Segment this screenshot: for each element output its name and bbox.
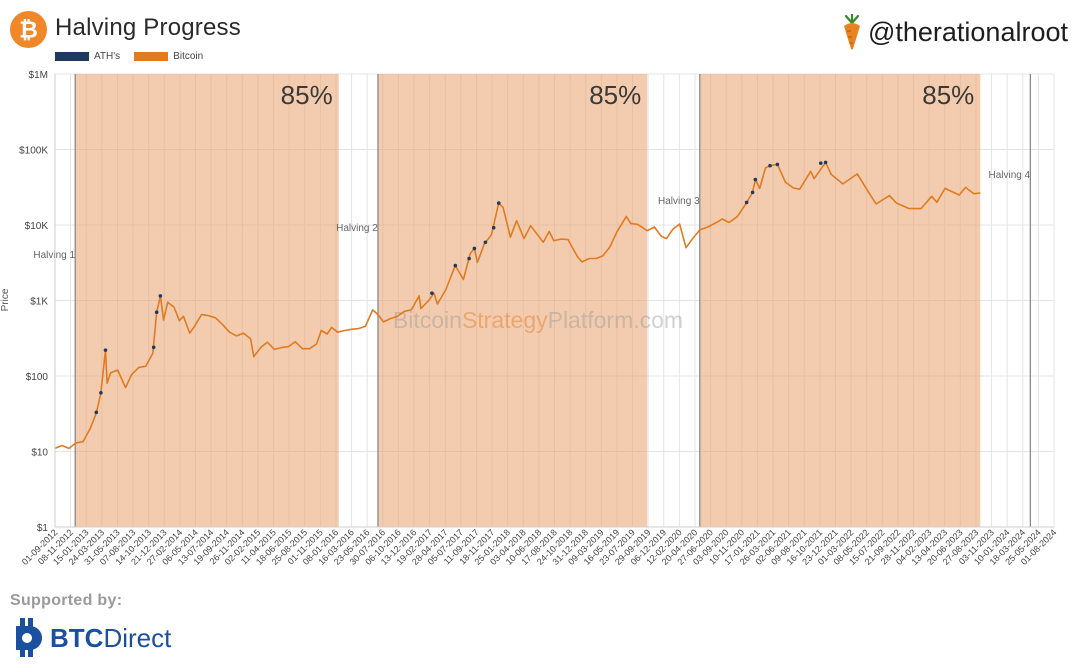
y-tick-label: $1M [29, 70, 48, 81]
bitcoin-price-line [54, 161, 981, 450]
y-tick-label: $1K [30, 297, 48, 308]
band-progress-label: 85% [589, 80, 641, 110]
ath-point [823, 160, 828, 165]
legend-swatch-bitcoin [134, 52, 169, 61]
ath-point [775, 162, 780, 167]
sponsor-name: BTCDirect [50, 623, 171, 654]
legend-item-bitcoin[interactable]: Bitcoin [134, 51, 203, 62]
ath-point [768, 163, 772, 168]
sponsor-logo[interactable]: BTCDirect [10, 618, 171, 658]
watermark-part3: Platform [548, 307, 634, 333]
svg-text:₿: ₿ [19, 18, 38, 44]
y-tick-label: $10K [25, 221, 49, 232]
legend-swatch-aths [55, 52, 89, 61]
carrot-icon [843, 14, 860, 50]
series-layer [54, 160, 981, 450]
ath-point [103, 348, 108, 352]
sponsor-name-bold: BTC [50, 622, 104, 653]
handle-text: @therationalroot [867, 16, 1068, 47]
ath-point [483, 240, 488, 245]
band-progress-label: 85% [922, 80, 974, 110]
bitcoin-logo-icon: ₿ [10, 11, 47, 48]
y-tick-label: $10 [31, 448, 48, 459]
ath-point [154, 310, 159, 314]
ath-point [151, 345, 156, 350]
ath-point [94, 410, 99, 415]
supported-by-label: Supported by: [10, 592, 123, 609]
progress-bands-layer: 85% 85% 85% [75, 74, 981, 527]
y-tick-label: $1 [37, 523, 49, 534]
ath-point [467, 256, 471, 261]
legend-item-aths[interactable]: ATH's [55, 51, 120, 62]
ath-point [491, 225, 496, 230]
halving-label: Halving 3 [658, 196, 700, 207]
ath-point [99, 390, 103, 395]
ath-point [496, 201, 501, 205]
legend-label-bitcoin: Bitcoin [173, 51, 204, 62]
author-handle: @therationalroot [842, 14, 1068, 50]
halving-lines-layer: Halving 1 Halving 2 Halving 3 Halving 4 [33, 74, 1032, 527]
watermark-part1: Bitcoin [393, 307, 462, 333]
y-tick-label: $100 [26, 372, 49, 383]
ath-point [753, 177, 758, 182]
watermark-part2: Strategy [462, 307, 548, 333]
sponsor-name-rest: Direct [103, 622, 172, 653]
chart-title: Halving Progress [55, 14, 241, 41]
y-axis-label: Price [0, 288, 11, 311]
halving-progress-band [377, 74, 648, 527]
halving-progress-band [699, 74, 981, 527]
ath-point [744, 200, 749, 205]
ath-point [750, 190, 755, 195]
band-progress-label: 85% [281, 80, 333, 110]
legend-label-aths: ATH's [94, 51, 121, 62]
ath-point [430, 291, 434, 295]
btcdirect-logo-icon [16, 618, 42, 657]
y-tick-label: $100K [19, 146, 48, 157]
ath-point [158, 294, 163, 298]
watermark: BitcoinStrategyPlatform.com [393, 307, 683, 333]
ath-point [472, 246, 477, 251]
halving-label: Halving 4 [989, 170, 1031, 181]
ath-point [453, 263, 458, 268]
watermark-part4: .com [633, 307, 683, 333]
halving-label: Halving 2 [336, 223, 378, 234]
chart-legend: ATH's Bitcoin [55, 51, 217, 62]
ath-point [818, 161, 823, 165]
halving-label: Halving 1 [33, 250, 75, 261]
axis-layer: 01-09-201208-11-201215-01-201324-03-2013… [19, 70, 1058, 567]
halving-progress-band [75, 74, 339, 527]
